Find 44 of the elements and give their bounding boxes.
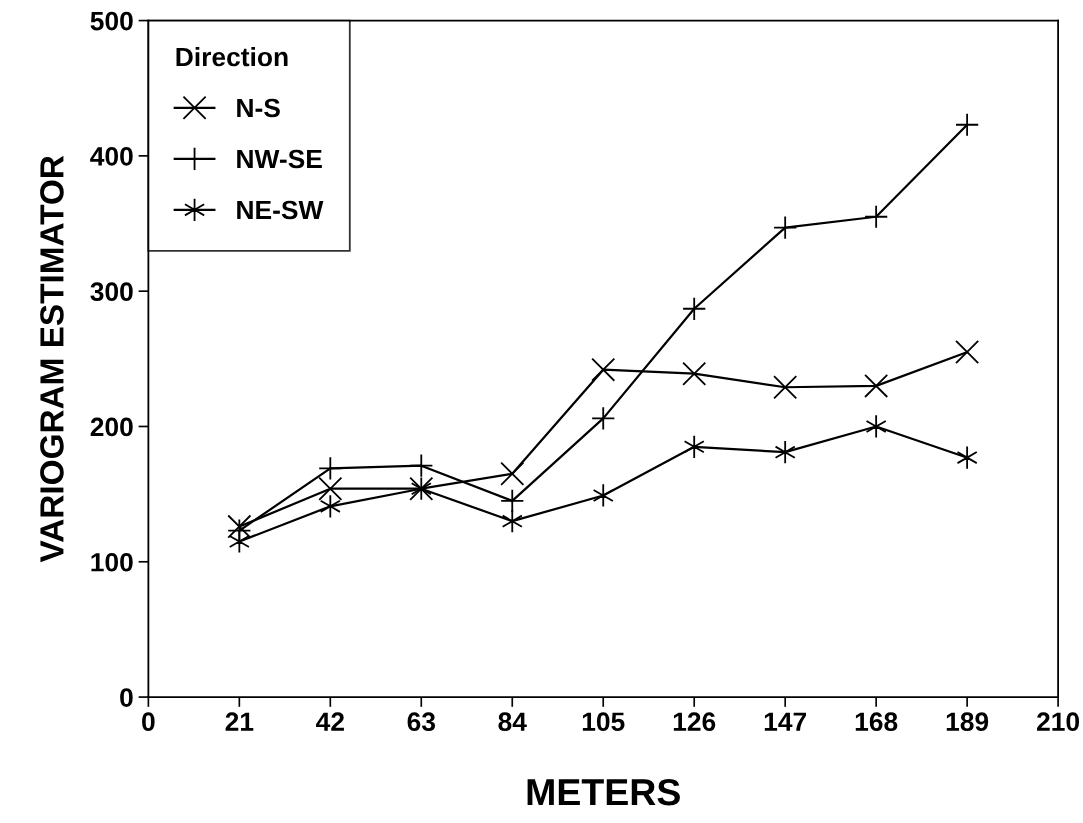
point	[955, 112, 980, 137]
point	[319, 494, 341, 519]
x-tick-label: 21	[225, 712, 254, 731]
point	[955, 340, 980, 365]
y-axis-title: VARIOGRAM ESTIMATOR	[40, 155, 64, 563]
x-tick-label: 105	[582, 712, 625, 732]
point	[592, 483, 614, 508]
x-tick-label: 147	[764, 712, 807, 731]
point	[318, 476, 343, 501]
point	[865, 414, 887, 439]
point	[228, 529, 250, 554]
x-tick-label: 84	[498, 712, 527, 732]
point	[409, 453, 434, 478]
point	[956, 445, 978, 470]
legend-title: Direction	[176, 46, 288, 67]
x-axis-title: METERS	[527, 778, 680, 806]
point	[500, 488, 525, 513]
point	[774, 440, 796, 465]
y-tick-label: 500	[90, 11, 133, 31]
point	[591, 406, 616, 431]
point	[682, 361, 707, 386]
x-tick-label: 189	[946, 712, 989, 732]
y-tick-label: 200	[90, 417, 133, 437]
point	[501, 509, 523, 534]
point	[591, 357, 616, 382]
point	[500, 461, 525, 486]
point	[864, 204, 889, 229]
x-tick-label: 42	[316, 712, 344, 731]
y-tick-label: 0	[120, 688, 133, 707]
legend-label: NW-SE	[237, 149, 322, 169]
x-tick-label: 63	[407, 712, 436, 732]
point	[864, 373, 889, 398]
point	[683, 434, 705, 459]
x-tick-label: 0	[142, 712, 155, 732]
y-tick-label: 100	[91, 552, 133, 572]
x-tick-label: 168	[855, 712, 898, 732]
y-tick-label: 400	[90, 147, 133, 166]
legend-label: N-S	[237, 98, 280, 118]
y-tick-label: 300	[90, 282, 133, 302]
x-tick-label: 210	[1036, 712, 1080, 732]
legend-label: NE-SW	[237, 200, 324, 220]
point	[773, 375, 798, 400]
x-tick-label: 126	[673, 712, 716, 732]
point	[682, 296, 707, 321]
